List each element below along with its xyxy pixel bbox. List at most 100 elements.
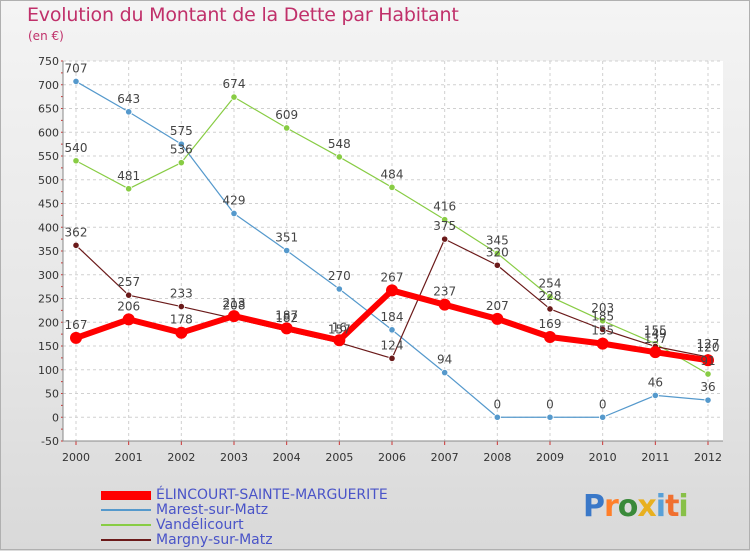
data-label-series-1: 575 [170, 124, 193, 138]
data-point-series-2 [493, 249, 501, 257]
data-label-series-0: 167 [65, 318, 88, 332]
y-tick-label: 700 [38, 79, 59, 92]
data-label-series-3: 149 [644, 326, 667, 340]
data-label-series-2: 484 [381, 167, 404, 181]
data-point-series-3 [177, 302, 185, 311]
data-point-series-1 [230, 209, 238, 218]
y-tick-label: 0 [52, 411, 59, 424]
logo-letter: t [665, 489, 679, 524]
data-point-series-0 [122, 313, 135, 326]
y-tick-label: 200 [38, 316, 59, 329]
data-label-series-2: 609 [275, 108, 298, 122]
data-point-series-0 [491, 312, 504, 325]
logo-letter: r [604, 489, 619, 524]
y-tick-label: 600 [38, 126, 59, 139]
data-label-series-2: 254 [539, 277, 562, 291]
data-point-series-1 [283, 246, 291, 255]
data-label-series-1: 184 [381, 310, 404, 324]
data-point-series-0 [228, 310, 240, 323]
x-tick-label: 2006 [378, 451, 406, 464]
data-label-series-2: 155 [644, 324, 667, 338]
data-label-series-1: 94 [437, 353, 452, 367]
data-point-series-3 [125, 291, 133, 299]
x-tick-label: 2009 [536, 451, 564, 464]
data-point-series-3 [388, 354, 396, 362]
data-point-series-1 [441, 368, 449, 377]
logo-letter: o [617, 489, 639, 524]
data-point-series-0 [649, 346, 662, 359]
x-tick-label: 2011 [641, 451, 669, 464]
data-label-series-2: 540 [65, 141, 88, 155]
data-point-series-0 [702, 354, 714, 367]
data-label-series-3: 233 [170, 287, 193, 301]
data-point-series-1 [72, 77, 80, 86]
y-tick-label: 650 [38, 103, 59, 116]
proxiti-logo: Proxiti [583, 489, 689, 524]
data-label-series-1: 0 [546, 397, 554, 411]
legend-label-series-3: Margny-sur-Matz [156, 532, 273, 548]
data-label-series-2: 203 [591, 301, 614, 315]
data-label-series-1: 643 [117, 92, 140, 106]
data-point-series-0 [596, 337, 609, 350]
y-tick-label: 550 [38, 150, 59, 163]
data-point-series-0 [175, 326, 188, 339]
x-tick-label: 2002 [167, 451, 195, 464]
legend-swatch-1 [101, 509, 151, 511]
logo-letter: P [583, 489, 605, 524]
data-point-series-0 [438, 298, 451, 311]
data-label-series-3: 362 [65, 225, 88, 239]
data-point-series-3 [493, 261, 501, 269]
data-point-series-2 [441, 216, 449, 224]
data-point-series-1 [599, 413, 607, 421]
data-label-series-3: 127 [697, 337, 720, 351]
data-label-series-0: 169 [539, 317, 562, 331]
data-point-series-0 [544, 330, 556, 343]
data-label-series-0: 16 [332, 320, 347, 334]
data-label-series-2: 548 [328, 137, 351, 151]
data-label-series-3: 228 [539, 289, 562, 303]
chart-subtitle: (en €) [28, 29, 64, 43]
y-tick-label: 500 [38, 174, 59, 187]
legend-label-series-1: Marest-sur-Matz [156, 502, 269, 518]
logo-letter: x [637, 489, 656, 524]
x-tick-label: 2000 [62, 451, 90, 464]
data-label-series-1: 36 [700, 380, 715, 394]
logo-letter: i [655, 489, 666, 524]
data-label-series-1: 46 [648, 375, 663, 389]
data-point-series-0 [386, 284, 398, 297]
data-label-series-3: 182 [275, 311, 298, 325]
x-tick-label: 2010 [589, 451, 617, 464]
data-label-series-3: 185 [591, 309, 614, 323]
data-point-series-0 [333, 334, 346, 347]
x-tick-label: 2012 [694, 451, 722, 464]
data-point-series-2 [546, 292, 554, 301]
y-tick-label: 350 [38, 245, 59, 258]
data-label-series-1: 0 [599, 397, 607, 411]
data-label-series-0: 178 [170, 313, 193, 327]
data-label-series-1: 351 [275, 231, 298, 245]
data-label-series-0: 206 [117, 299, 140, 313]
data-point-series-3 [72, 241, 80, 249]
legend-label-series-0: ÉLINCOURT-SAINTE-MARGUERITE [156, 487, 388, 503]
data-point-series-2 [599, 317, 607, 325]
x-tick-label: 2003 [220, 451, 248, 464]
legend-swatch-2 [101, 524, 151, 526]
y-tick-label: 50 [45, 388, 59, 401]
data-point-series-1 [493, 413, 501, 421]
data-point-series-3 [546, 305, 554, 313]
data-label-series-3: 157 [328, 323, 351, 337]
data-point-series-2 [388, 183, 396, 191]
data-label-series-3: 124 [381, 338, 404, 352]
data-label-series-2: 481 [117, 169, 140, 183]
data-label-series-2: 674 [223, 77, 246, 91]
y-tick-label: 100 [38, 364, 59, 377]
y-tick-label: 250 [38, 293, 59, 306]
y-tick-label: 450 [38, 198, 59, 211]
legend-label-series-2: Vandélicourt [156, 517, 244, 533]
data-label-series-0: 155 [591, 324, 614, 338]
data-label-series-3: 257 [117, 275, 140, 289]
data-label-series-3: 320 [486, 245, 509, 259]
data-label-series-0: 237 [433, 285, 456, 299]
legend-swatch-3 [101, 539, 151, 541]
data-label-series-0: 207 [486, 299, 509, 313]
